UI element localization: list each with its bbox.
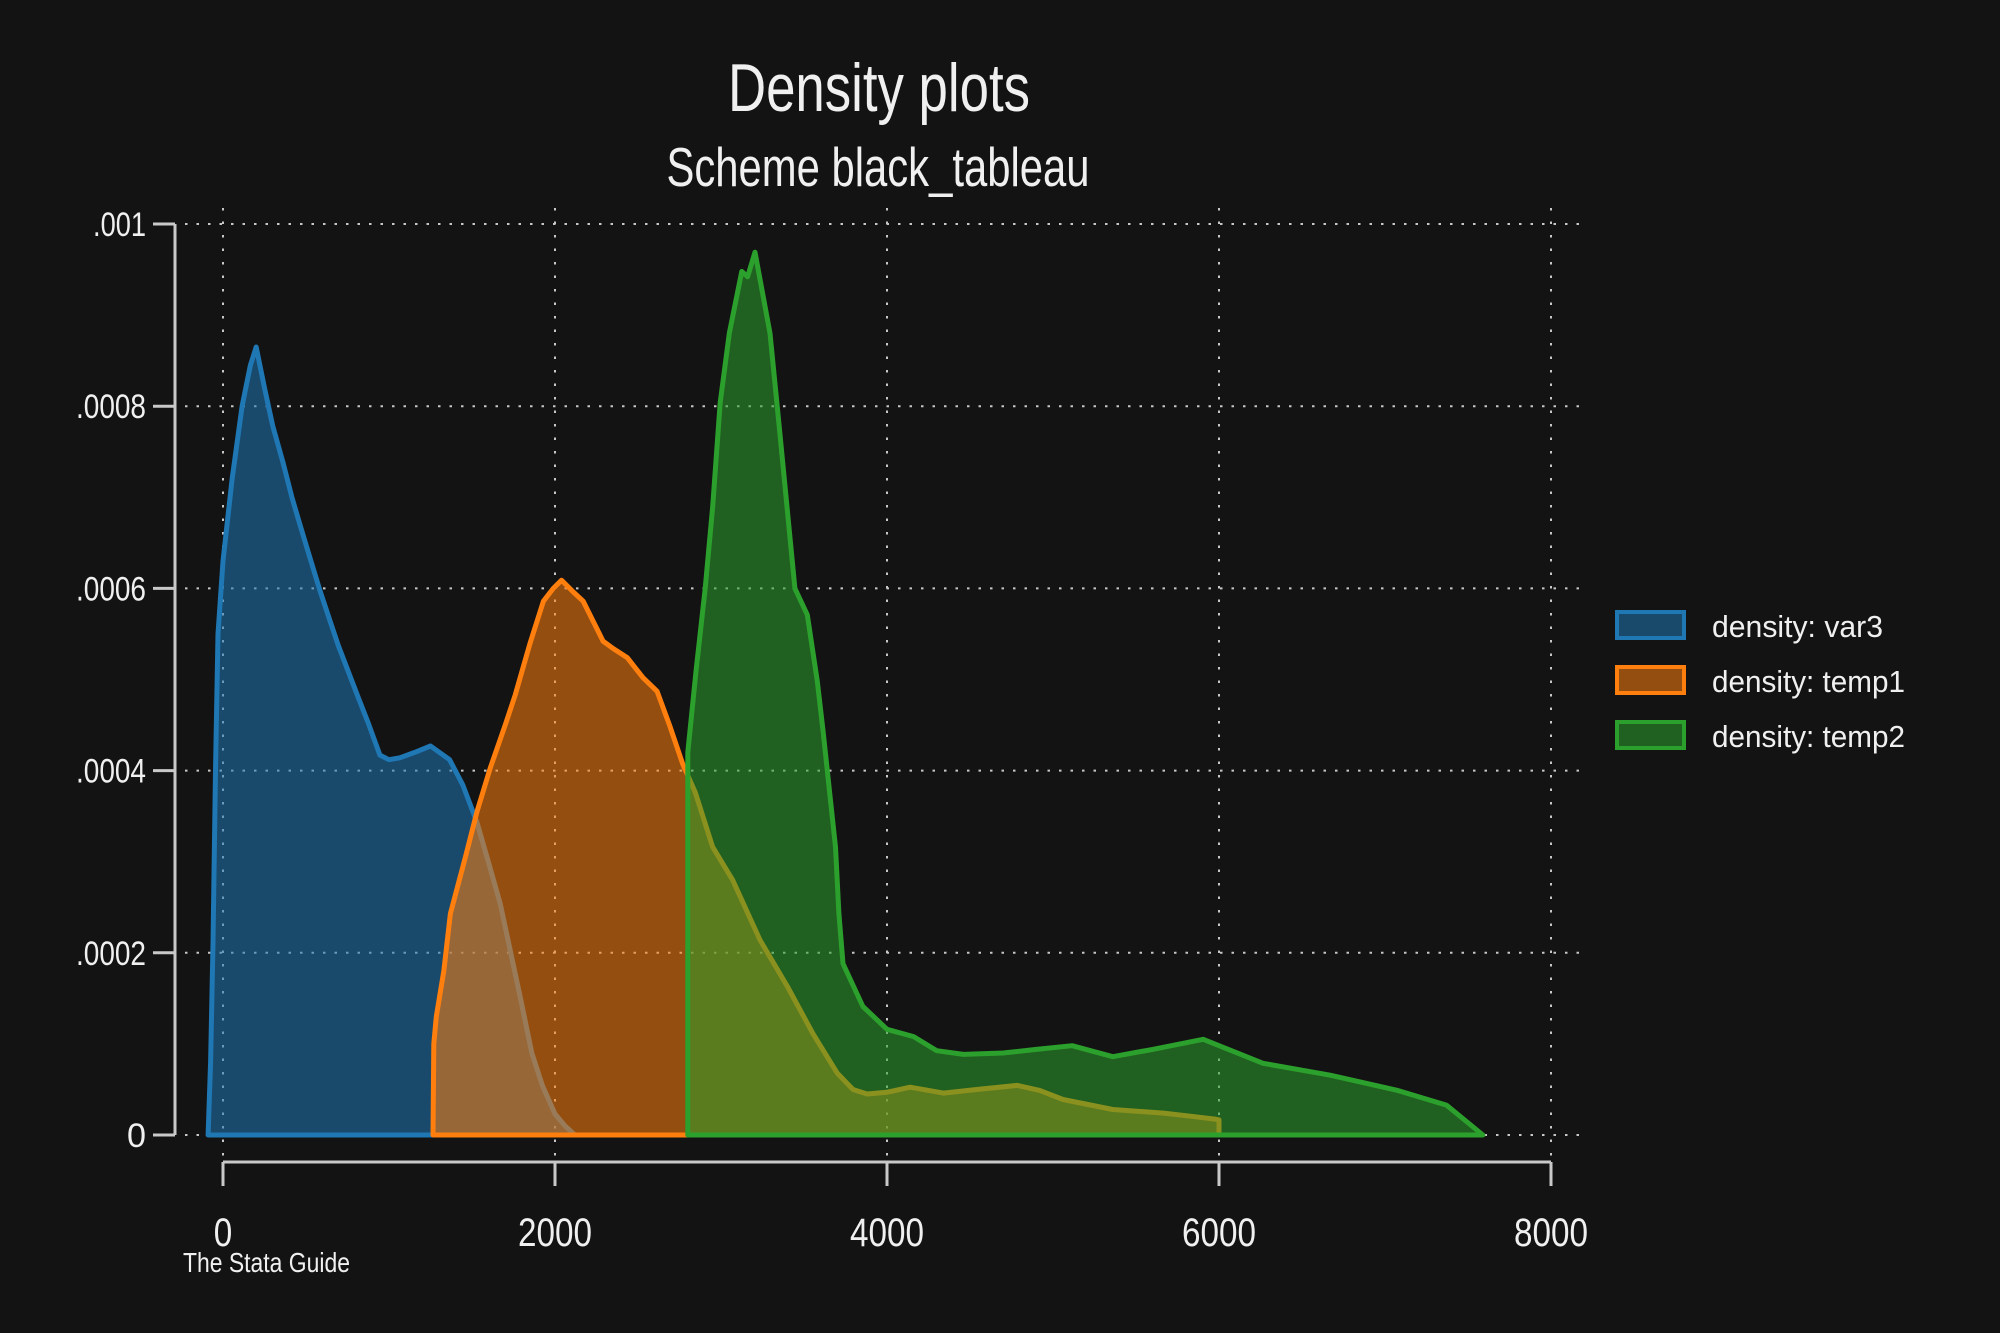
legend-swatch xyxy=(1615,665,1686,695)
density-areas xyxy=(205,249,1486,1138)
chart-subtitle: Scheme black_tableau xyxy=(667,136,1090,198)
y-tick-label: .001 xyxy=(93,206,146,244)
y-tick-label: .0008 xyxy=(76,388,146,426)
y-tick-label: .0006 xyxy=(76,570,146,608)
axes: 0 .0002 .0004 .0006 .0008 .001 0 2000 4000 6000 80… xyxy=(76,206,1588,1255)
legend-label: density: var3 xyxy=(1712,609,1883,644)
density-area-temp2 xyxy=(685,249,1486,1138)
x-tick-label: 8000 xyxy=(1514,1211,1588,1255)
chart-note: The Stata Guide xyxy=(183,1247,350,1278)
chart-title: Density plots xyxy=(728,50,1030,126)
y-tick-label: 0 xyxy=(127,1117,146,1155)
legend: density: var3 density: temp1 density: temp… xyxy=(1615,609,1905,754)
y-tick-label: .0002 xyxy=(76,935,146,973)
legend-swatch xyxy=(1615,610,1686,640)
y-tick-label: .0004 xyxy=(76,753,146,791)
x-tick-label: 0 xyxy=(214,1211,233,1255)
x-tick-label: 2000 xyxy=(518,1211,592,1255)
legend-swatch xyxy=(1615,720,1686,750)
legend-label: density: temp1 xyxy=(1712,664,1905,699)
legend-label: density: temp2 xyxy=(1712,719,1905,754)
x-tick-label: 4000 xyxy=(850,1211,924,1255)
x-tick-label: 6000 xyxy=(1182,1211,1256,1255)
